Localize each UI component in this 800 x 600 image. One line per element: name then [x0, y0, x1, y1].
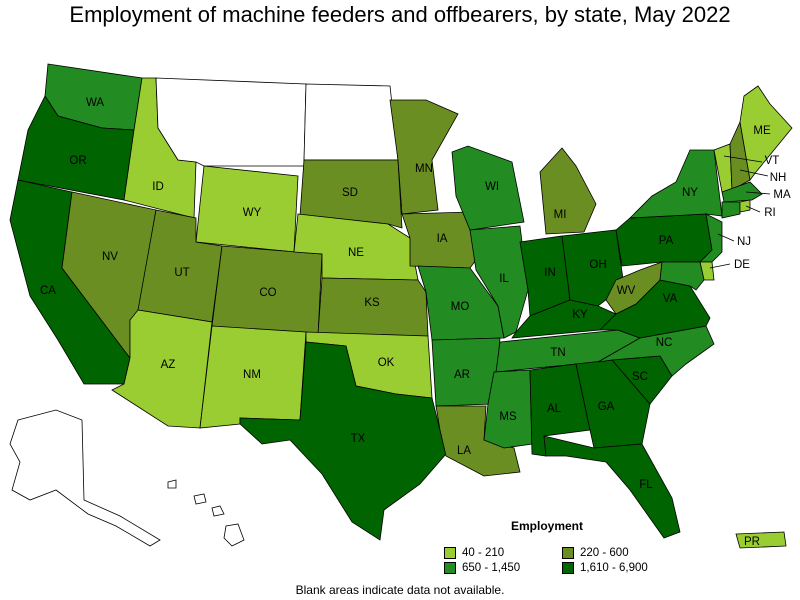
legend-label-1: 40 - 210 [462, 547, 505, 559]
state-label-TX: TX [351, 433, 366, 445]
state-label-WI: WI [485, 181, 499, 193]
state-label-ME: ME [753, 125, 771, 137]
state-label-MA: MA [773, 189, 791, 201]
state-label-PR: PR [744, 536, 760, 548]
state-label-UT: UT [174, 267, 189, 279]
leader-lines [709, 155, 771, 269]
state-label-NM: NM [243, 369, 261, 381]
state-label-ID: ID [152, 181, 164, 193]
legend-swatch-1 [444, 547, 456, 559]
state-CT[interactable] [721, 201, 741, 219]
state-label-RI: RI [764, 207, 776, 219]
state-label-LA: LA [457, 445, 471, 457]
state-MA[interactable] [721, 181, 763, 203]
state-label-FL: FL [639, 479, 653, 491]
map-title: Employment of machine feeders and offbea… [69, 2, 731, 27]
state-label-PA: PA [659, 235, 674, 247]
state-label-OK: OK [378, 357, 395, 369]
legend-label-3: 650 - 1,450 [462, 562, 521, 574]
state-PR[interactable] [735, 531, 787, 549]
state-label-GA: GA [598, 401, 615, 413]
state-WI[interactable] [451, 145, 525, 231]
state-NY[interactable] [628, 149, 723, 219]
legend-swatch-4 [562, 562, 574, 574]
state-label-NY: NY [682, 187, 698, 199]
state-MT[interactable] [155, 77, 307, 167]
state-label-KS: KS [364, 297, 380, 309]
state-HI[interactable] [167, 479, 245, 547]
state-KY[interactable] [511, 299, 617, 339]
state-label-NJ: NJ [737, 236, 751, 248]
state-ND[interactable] [303, 83, 399, 161]
legend-swatch-2 [562, 547, 574, 559]
state-FL[interactable] [543, 435, 681, 539]
state-RI[interactable] [739, 199, 751, 213]
state-ME[interactable] [739, 85, 793, 181]
state-label-AZ: AZ [161, 359, 176, 371]
state-label-OR: OR [69, 155, 86, 167]
state-label-IA: IA [437, 233, 448, 245]
state-label-SD: SD [342, 187, 358, 199]
state-label-IL: IL [499, 273, 509, 285]
legend-item-3: 650 - 1,450 [444, 562, 520, 574]
legend-item-1: 40 - 210 [444, 547, 504, 559]
state-MI[interactable] [539, 147, 597, 235]
state-label-DE: DE [734, 259, 750, 271]
state-label-MS: MS [499, 411, 517, 423]
state-label-IN: IN [544, 267, 556, 279]
state-label-NV: NV [102, 251, 118, 263]
state-label-NC: NC [656, 337, 673, 349]
state-labels: WA OR CA ID NV WY UT AZ CO NM SD NE KS OK TX MN IA MO AR LA… [40, 97, 791, 548]
state-label-VA: VA [663, 293, 678, 305]
state-label-TN: TN [550, 347, 565, 359]
state-SD[interactable] [299, 159, 403, 229]
state-label-AL: AL [547, 403, 562, 415]
state-label-CO: CO [259, 287, 276, 299]
legend-label-4: 1,610 - 6,900 [580, 562, 648, 574]
footnote: Blank areas indicate data not available. [295, 583, 505, 597]
state-WV[interactable] [605, 261, 663, 315]
state-KS[interactable] [317, 277, 429, 337]
state-label-OH: OH [589, 259, 606, 271]
state-label-MI: MI [554, 209, 567, 221]
state-label-KY: KY [572, 309, 588, 321]
state-IL[interactable] [469, 225, 529, 339]
legend-swatch-3 [444, 562, 456, 574]
state-label-CA: CA [40, 285, 56, 297]
state-label-SC: SC [632, 371, 648, 383]
state-label-MN: MN [415, 163, 433, 175]
state-label-NE: NE [348, 247, 364, 259]
state-label-MO: MO [451, 301, 470, 313]
state-LA[interactable] [435, 405, 521, 477]
state-label-NH: NH [770, 172, 787, 184]
legend-item-4: 1,610 - 6,900 [562, 562, 648, 574]
state-MN[interactable] [389, 99, 459, 215]
state-label-WV: WV [617, 285, 636, 297]
state-label-WY: WY [243, 207, 262, 219]
legend-title: Employment [511, 519, 584, 533]
state-AK[interactable] [9, 409, 161, 547]
state-label-AR: AR [454, 369, 470, 381]
state-TX[interactable] [239, 341, 447, 541]
state-label-VT: VT [765, 155, 780, 167]
legend-label-2: 220 - 600 [580, 547, 629, 559]
state-label-WA: WA [86, 97, 104, 109]
legend-item-2: 220 - 600 [562, 547, 629, 559]
state-MD[interactable] [659, 261, 705, 291]
